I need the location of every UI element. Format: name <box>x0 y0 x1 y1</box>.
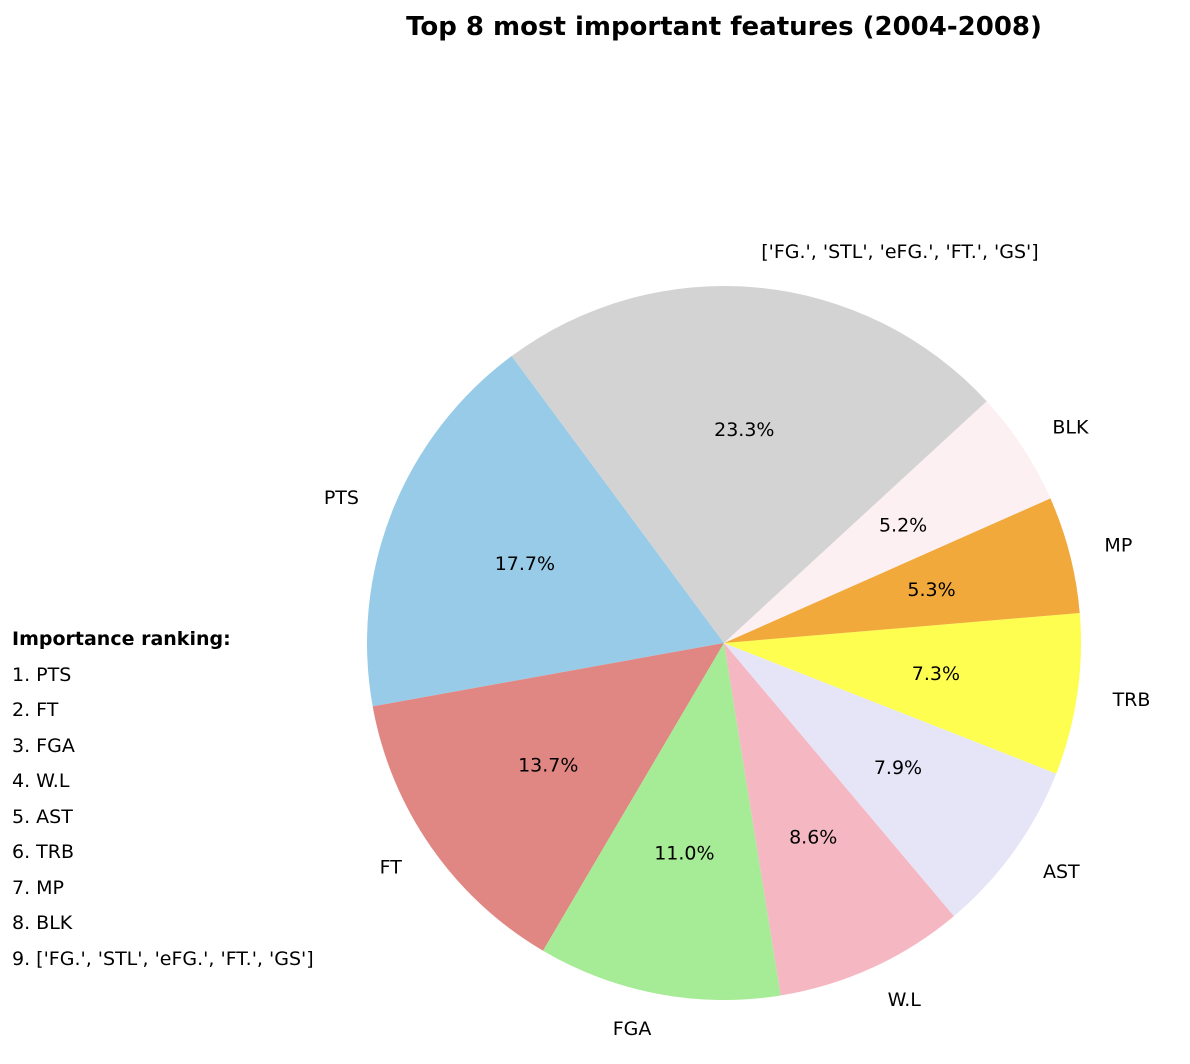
pie-percent-label: 5.3% <box>907 579 955 601</box>
ranking-heading: Importance ranking: <box>12 628 231 650</box>
pie-percent-label: 23.3% <box>714 419 774 441</box>
pie-category-label: FGA <box>613 1018 652 1040</box>
pie-percent-label: 7.3% <box>912 663 960 685</box>
ranking-item: 8. BLK <box>12 912 73 934</box>
pie-category-label: MP <box>1104 535 1132 557</box>
pie-category-label: TRB <box>1112 689 1151 711</box>
ranking-item: 5. AST <box>12 805 73 828</box>
pie-percent-label: 7.9% <box>874 757 922 779</box>
ranking-item: 3. FGA <box>12 734 75 757</box>
ranking-item: 1. PTS <box>12 663 72 686</box>
pie-slice-4 <box>724 643 1057 917</box>
pie-category-label: FT <box>380 857 403 879</box>
pie-slice-7 <box>724 401 1051 643</box>
pie-percent-label: 8.6% <box>789 827 837 849</box>
pie-category-label: ['FG.', 'STL', 'eFG.', 'FT.', 'GS'] <box>761 241 1038 263</box>
ranking-item: 7. MP <box>12 876 65 899</box>
pie-slice-2 <box>543 643 781 1001</box>
pie-slice-1 <box>372 643 724 951</box>
pie-slice-0 <box>367 356 724 707</box>
pie-category-label: BLK <box>1052 417 1089 439</box>
pie-category-label: AST <box>1043 861 1080 883</box>
ranking-item: 6. TRB <box>12 841 75 863</box>
pie-slice-6 <box>724 498 1080 643</box>
importance-ranking: Importance ranking: 1. PTS 2. FT 3. FGA … <box>12 622 314 977</box>
pie-percent-label: 17.7% <box>495 553 555 575</box>
pie-slice-3 <box>724 643 954 996</box>
pie-slice-8 <box>511 286 987 643</box>
ranking-item: 4. W.L <box>12 770 70 792</box>
pie-category-label: W.L <box>888 989 922 1011</box>
ranking-item: 2. FT <box>12 699 59 721</box>
pie-slice-5 <box>724 613 1082 774</box>
pie-percent-label: 13.7% <box>518 754 578 776</box>
pie-percent-label: 5.2% <box>879 515 927 537</box>
ranking-item: 9. ['FG.', 'STL', 'eFG.', 'FT.', 'GS'] <box>12 947 314 970</box>
pie-percent-label: 11.0% <box>654 843 714 865</box>
pie-category-label: PTS <box>324 487 359 509</box>
chart-title: Top 8 most important features (2004-2008… <box>406 12 1042 42</box>
